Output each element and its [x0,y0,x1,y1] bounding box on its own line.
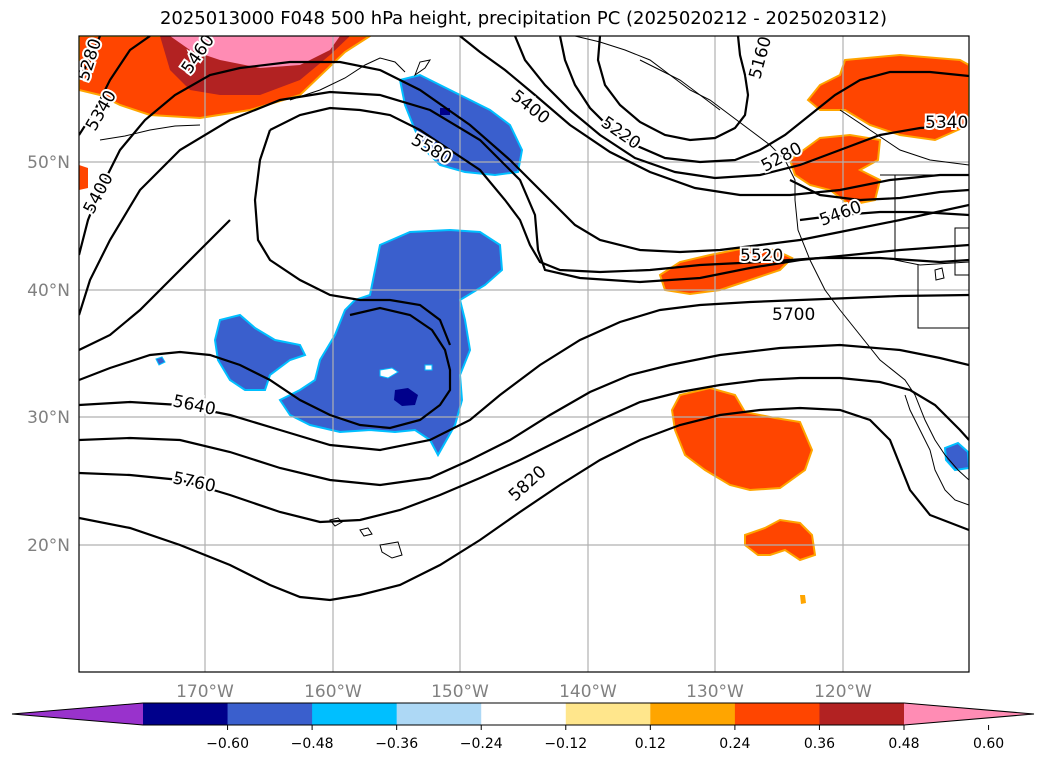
map-title: 2025013000 F048 500 hPa height, precipit… [159,8,888,29]
colorbar-segment [143,703,229,725]
colorbar-extend-high [904,703,1034,725]
lon-label: 130°W [686,682,744,702]
precip-positive-areas [79,36,969,604]
colorbar-segment [565,703,651,725]
map-frame [78,35,970,673]
colorbar: −0.60 −0.48 −0.36 −0.24 −0.12 0.12 0.24 0.36 0.4… [11,702,1035,752]
colorbar-tick-label: 0.60 [973,736,1004,752]
height-contours [79,36,969,602]
lat-label: 40°N [27,281,70,301]
contour-label: 5340 [925,113,968,133]
colorbar-segment [227,703,313,725]
colorbar-segment [650,703,736,725]
colorbar-outline [11,702,1035,726]
colorbar-segment [481,703,567,725]
colorbar-tick-label: −0.36 [375,736,418,752]
contour-label: 5520 [740,246,783,266]
contour-label: 5700 [772,305,815,325]
lat-label: 50°N [27,153,70,173]
lon-label: 160°W [304,682,362,702]
colorbar-tick-label: −0.24 [460,736,503,752]
longitude-labels: 170°W 160°W 150°W 140°W 130°W 120°W [176,682,872,702]
lon-label: 150°W [431,682,489,702]
colorbar-segment [396,703,482,725]
lat-label: 30°N [27,408,70,428]
colorbar-tick-label: 0.12 [635,736,666,752]
gridlines [79,36,969,672]
colorbar-tick-label: 0.36 [804,736,835,752]
colorbar-tick-label: 0.48 [888,736,919,752]
colorbar-extend-low [12,703,143,725]
lon-label: 170°W [176,682,234,702]
colorbar-segment [734,703,820,725]
colorbar-tick-label: −0.60 [206,736,249,752]
coastlines [99,36,969,559]
lat-label: 20°N [27,536,70,556]
colorbar-tick-label: −0.12 [544,736,587,752]
colorbar-tick-label: 0.24 [719,736,750,752]
lon-label: 120°W [814,682,872,702]
colorbar-segment [312,703,398,725]
latitude-labels: 50°N 40°N 30°N 20°N [27,153,70,556]
colorbar-tick-label: −0.48 [291,736,334,752]
lon-label: 140°W [559,682,617,702]
colorbar-segment [819,703,905,725]
